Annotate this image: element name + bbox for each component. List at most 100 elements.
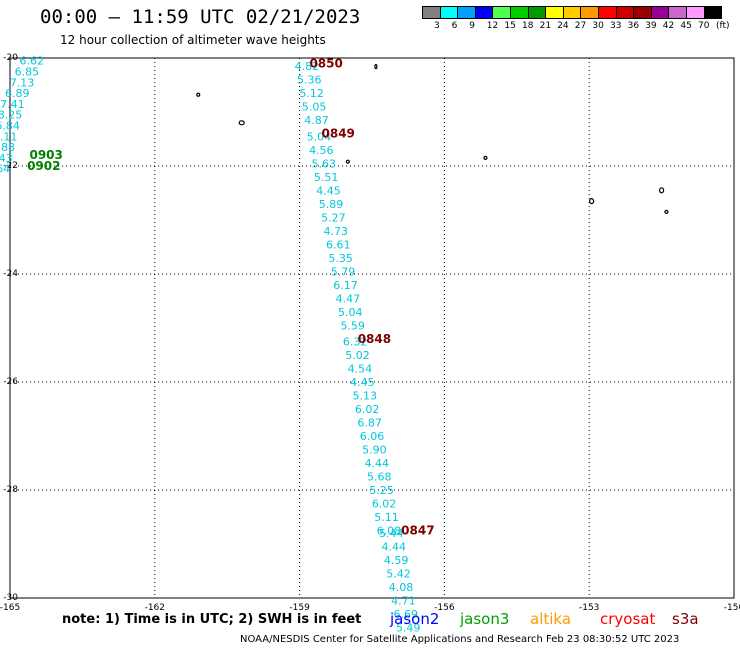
wave-height-label: 5.27 bbox=[321, 211, 346, 224]
wave-height-label: 7.11 bbox=[0, 130, 17, 143]
y-tick-label: -20 bbox=[3, 53, 18, 63]
wave-height-label: 6.89 bbox=[5, 87, 30, 100]
wave-height-label: 5.02 bbox=[345, 349, 370, 362]
legend-label: 21 bbox=[539, 21, 552, 31]
wave-height-label: 6.69 bbox=[394, 608, 419, 621]
wave-height-label: 6.02 bbox=[372, 498, 397, 511]
y-tick-label: -24 bbox=[3, 269, 18, 279]
satellite-s3a: s3a bbox=[672, 610, 699, 628]
wave-height-label: 6.06 bbox=[360, 430, 385, 443]
wave-height-label: 5.05 bbox=[302, 101, 327, 114]
island-marker bbox=[658, 187, 665, 194]
wave-height-label: 6.08 bbox=[377, 525, 402, 538]
wave-height-label: 4.44 bbox=[381, 541, 406, 554]
wave-height-label: 4.73 bbox=[324, 225, 349, 238]
map-title: 00:00 – 11:59 UTC 02/21/2023 bbox=[40, 6, 361, 28]
y-tick-label: -22 bbox=[3, 161, 18, 171]
x-tick-label: -159 bbox=[289, 603, 310, 613]
wave-height-label: 5.89 bbox=[319, 198, 344, 211]
time-label: 0848 bbox=[358, 332, 391, 346]
wave-height-label: 5.13 bbox=[353, 390, 378, 403]
wave-height-label: 4.82 bbox=[295, 60, 320, 73]
island-marker bbox=[589, 198, 595, 205]
wave-height-label: 7.41 bbox=[0, 98, 25, 111]
island-marker bbox=[483, 155, 488, 160]
legend-label: 30 bbox=[592, 21, 604, 31]
legend-label: 70 bbox=[698, 21, 710, 31]
wave-height-label: 4.71 bbox=[391, 595, 416, 608]
wave-height-label: 5.63 bbox=[311, 157, 336, 170]
wave-height-label: 5.49 bbox=[396, 622, 421, 635]
legend-label: 3 bbox=[434, 21, 440, 31]
map-frame bbox=[9, 57, 735, 599]
plot-border bbox=[9, 57, 735, 599]
wave-height-label: 7.64 bbox=[0, 163, 10, 176]
wave-height-label: 4.54 bbox=[348, 363, 373, 376]
wave-height-label: 4.59 bbox=[384, 554, 409, 567]
wave-height-label: 4.56 bbox=[309, 144, 334, 157]
footer-note: note: 1) Time is in UTC; 2) SWH is in fe… bbox=[62, 612, 362, 627]
wave-height-label: 5.12 bbox=[299, 87, 324, 100]
wave-height-label: 6.61 bbox=[326, 238, 351, 251]
footer-credit: NOAA/NESDIS Center for Satellite Applica… bbox=[240, 634, 680, 645]
y-tick-label: -26 bbox=[3, 377, 18, 387]
wave-height-label: 6.84 bbox=[0, 120, 20, 133]
time-label: 0902 bbox=[27, 159, 60, 173]
legend-label: 6 bbox=[451, 21, 458, 31]
wave-height-label: 5.11 bbox=[374, 511, 399, 524]
wave-height-label: 5.04 bbox=[338, 306, 363, 319]
wave-height-label: 4.87 bbox=[304, 114, 329, 127]
time-label: 0847 bbox=[401, 524, 434, 538]
island-marker bbox=[374, 64, 378, 70]
time-label: 0903 bbox=[29, 148, 62, 162]
island-marker bbox=[664, 209, 669, 214]
wave-height-label: 5.35 bbox=[328, 252, 353, 265]
legend-label: 39 bbox=[645, 21, 657, 31]
wave-height-label: 4.47 bbox=[336, 292, 361, 305]
y-tick-label: -28 bbox=[3, 485, 18, 495]
wave-height-label: 7.43 bbox=[0, 152, 13, 165]
satellite-altika: altika bbox=[530, 610, 572, 628]
legend-unit: (ft) bbox=[716, 21, 730, 31]
y-tick-label: -30 bbox=[3, 593, 18, 603]
wave-height-label: 8.25 bbox=[0, 109, 22, 122]
legend-label: 45 bbox=[680, 21, 692, 31]
wave-height-label: 5.51 bbox=[314, 171, 339, 184]
time-label: 0849 bbox=[322, 127, 355, 141]
wave-height-label: 5.68 bbox=[367, 471, 392, 484]
wave-height-label: 4.08 bbox=[389, 581, 414, 594]
x-tick-label: -156 bbox=[434, 603, 455, 613]
wave-height-label: 6.62 bbox=[19, 55, 44, 68]
wave-height-label: 5.59 bbox=[340, 319, 365, 332]
legend-label: 33 bbox=[610, 21, 622, 31]
legend-label: 42 bbox=[662, 21, 675, 31]
wave-height-label: 7.13 bbox=[10, 76, 35, 89]
x-tick-label: -162 bbox=[145, 603, 165, 613]
wave-height-label: 4.45 bbox=[350, 376, 375, 389]
time-label: 0850 bbox=[309, 56, 342, 70]
wave-height-label: 6.87 bbox=[357, 417, 382, 430]
wave-height-label: 5.90 bbox=[362, 444, 387, 457]
legend-swatch bbox=[703, 6, 723, 19]
island-marker bbox=[196, 92, 201, 97]
legend-label: 27 bbox=[574, 21, 587, 31]
satellite-cryosat: cryosat bbox=[600, 610, 656, 628]
wave-height-label: 5.36 bbox=[297, 74, 322, 87]
wave-height-label: 5.25 bbox=[369, 484, 394, 497]
map-grid bbox=[9, 57, 735, 599]
island-marker bbox=[345, 159, 350, 164]
wave-height-label: 6.17 bbox=[333, 279, 358, 292]
legend-label: 24 bbox=[557, 21, 569, 31]
satellite-jason2: jason2 bbox=[390, 610, 440, 628]
satellite-jason3: jason3 bbox=[460, 610, 510, 628]
wave-height-label: 6.02 bbox=[355, 403, 380, 416]
legend-label: 36 bbox=[627, 21, 640, 31]
wave-height-label: 6.85 bbox=[15, 66, 40, 79]
wave-height-label: 5.44 bbox=[379, 527, 404, 540]
legend-label: 15 bbox=[504, 21, 516, 31]
altimeter-tracks: 6.626.857.136.897.418.256.847.117.887.43… bbox=[0, 55, 420, 635]
map-subtitle: 12 hour collection of altimeter wave hei… bbox=[60, 33, 326, 47]
